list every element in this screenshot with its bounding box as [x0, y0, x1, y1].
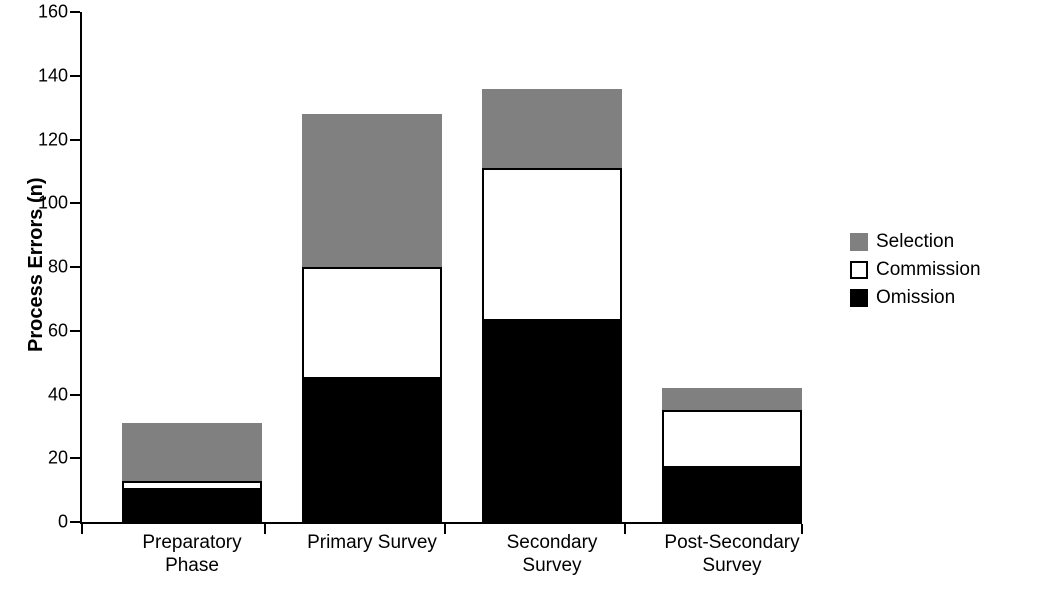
x-label-secondary: SecondarySurvey	[462, 522, 642, 578]
bar-segment-commission	[482, 168, 622, 321]
x-label-post: Post-SecondarySurvey	[642, 522, 822, 578]
legend-swatch	[850, 261, 868, 279]
y-tick-label: 140	[38, 65, 82, 86]
bar-secondary	[482, 89, 622, 523]
bar-segment-omission	[122, 490, 262, 522]
y-tick-label: 120	[38, 129, 82, 150]
x-label-line: Survey	[462, 555, 642, 578]
x-label-line: Secondary	[462, 532, 642, 555]
x-label-line: Survey	[642, 555, 822, 578]
y-tick-label: 0	[58, 512, 82, 533]
legend-label: Omission	[876, 287, 955, 309]
bar-segment-commission	[662, 410, 802, 467]
y-tick-label: 160	[38, 2, 82, 23]
y-tick-label: 40	[48, 384, 82, 405]
x-label-line: Phase	[102, 555, 282, 578]
legend: Selection Commission Omission	[850, 225, 981, 315]
y-axis-title: Process Errors (n)	[25, 177, 48, 352]
bar-segment-selection	[482, 89, 622, 169]
y-tick-label: 20	[48, 448, 82, 469]
bar-preparatory	[122, 423, 262, 522]
legend-swatch	[850, 289, 868, 307]
bar-post	[662, 388, 802, 522]
bar-segment-omission	[662, 468, 802, 522]
bar-segment-selection	[662, 388, 802, 410]
legend-item-commission: Commission	[850, 259, 981, 281]
bar-segment-selection	[302, 114, 442, 267]
bar-segment-omission	[302, 379, 442, 522]
x-label-primary: Primary Survey	[282, 522, 462, 555]
y-tick-label: 60	[48, 320, 82, 341]
legend-swatch	[850, 233, 868, 251]
plot-area: 020406080100120140160PreparatoryPhasePri…	[80, 12, 802, 524]
legend-label: Commission	[876, 259, 981, 281]
x-label-line: Post-Secondary	[642, 532, 822, 555]
chart-stage: 020406080100120140160PreparatoryPhasePri…	[0, 0, 1050, 614]
x-tick	[81, 524, 83, 534]
bar-segment-omission	[482, 321, 622, 522]
legend-label: Selection	[876, 231, 954, 253]
x-label-line: Primary Survey	[282, 532, 462, 555]
x-label-preparatory: PreparatoryPhase	[102, 522, 282, 578]
bar-segment-commission	[302, 267, 442, 379]
x-label-line: Preparatory	[102, 532, 282, 555]
bar-primary	[302, 114, 442, 522]
bar-segment-commission	[122, 481, 262, 491]
y-tick-label: 80	[48, 257, 82, 278]
legend-item-omission: Omission	[850, 287, 981, 309]
bar-segment-selection	[122, 423, 262, 480]
legend-item-selection: Selection	[850, 231, 981, 253]
